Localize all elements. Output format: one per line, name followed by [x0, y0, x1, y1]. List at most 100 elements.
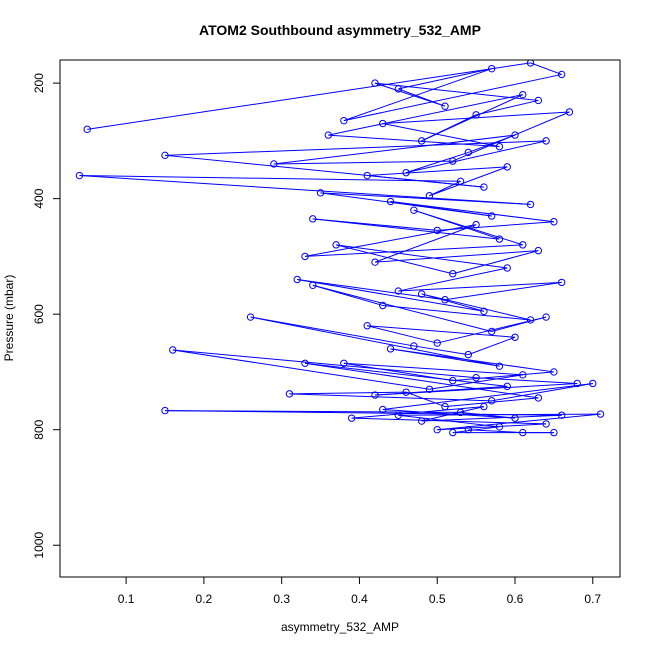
series-segment [304, 362, 539, 399]
x-axis: 0.1 0.2 0.3 0.4 0.5 0.6 0.7 [118, 576, 601, 606]
series-segment [405, 151, 469, 174]
data-point [542, 137, 550, 145]
series-segment [172, 349, 477, 379]
series-segment [421, 293, 531, 321]
data-point [487, 212, 496, 220]
y-tick-label: 800 [32, 419, 46, 439]
series-segment [343, 362, 523, 376]
data-point [480, 183, 488, 191]
data-point [340, 116, 348, 125]
data-point [487, 64, 496, 73]
data-point [371, 258, 379, 266]
series-segment [312, 284, 492, 332]
data-point [534, 394, 543, 402]
data-point [495, 142, 504, 151]
data-point [449, 157, 457, 165]
data-point [394, 287, 403, 295]
data-point [557, 70, 566, 79]
y-tick-label: 1000 [32, 532, 46, 559]
data-point [519, 371, 527, 379]
series-segment [335, 244, 453, 275]
data-point [472, 220, 480, 229]
data-point [557, 278, 566, 287]
series-segment [413, 345, 469, 356]
data-point [316, 189, 325, 197]
series-segment [476, 377, 578, 384]
series-segment [312, 218, 500, 240]
data-point [480, 307, 488, 315]
data-point [301, 359, 309, 367]
data-point [417, 137, 426, 145]
data-point [449, 270, 457, 278]
series-segment [437, 413, 601, 431]
data-point [394, 85, 403, 93]
data-point [332, 241, 340, 249]
series-segment [374, 82, 446, 107]
data-point [511, 414, 519, 422]
data-point [402, 388, 410, 396]
data-point [464, 350, 473, 359]
data-point [550, 368, 558, 376]
series-segment [382, 123, 500, 148]
x-tick-label: 0.7 [584, 592, 601, 606]
series-segment [343, 68, 492, 122]
series-segment [374, 224, 477, 263]
data-point [425, 385, 434, 393]
series-segment [530, 62, 562, 75]
data-point [270, 160, 278, 168]
series-segment [304, 362, 508, 387]
chart-title: ATOM2 Southbound asymmetry_532_AMP [199, 22, 481, 38]
data-point [495, 362, 504, 370]
data-point [526, 316, 535, 324]
data-point [480, 402, 488, 411]
series-segment [328, 94, 523, 136]
data-point [456, 408, 465, 417]
series-segment [429, 166, 508, 197]
data-point [417, 290, 426, 298]
data-point [464, 425, 473, 434]
data-point [449, 428, 457, 437]
series-segment [172, 349, 430, 390]
series-segment [398, 413, 601, 416]
data-point [379, 119, 387, 128]
data-point [386, 345, 395, 353]
data-point [410, 342, 418, 350]
series-segment [390, 201, 554, 223]
series-segment [382, 305, 531, 321]
data-point [75, 171, 84, 180]
series-segment [398, 267, 508, 292]
data-point [425, 192, 434, 200]
series-segment [452, 250, 539, 275]
series-segment [374, 385, 508, 396]
series-segment [343, 73, 562, 122]
x-tick-label: 0.2 [196, 592, 213, 606]
x-axis-label: asymmetry_532_AMP [281, 620, 399, 634]
data-point [557, 411, 566, 419]
series-segment [320, 192, 531, 205]
data-point [542, 313, 550, 321]
series-segment [367, 175, 484, 188]
data-point [347, 414, 356, 422]
data-point [363, 322, 371, 330]
data-point [161, 406, 169, 415]
series-segment [468, 336, 516, 356]
data-point [441, 402, 449, 411]
series-segment [444, 397, 539, 408]
data-point [371, 79, 379, 87]
series-segment [304, 224, 477, 257]
x-tick-label: 0.6 [507, 592, 524, 606]
data-point [379, 405, 387, 414]
series-segment [273, 134, 516, 165]
data-point [565, 108, 574, 116]
data-point [433, 226, 441, 235]
data-point [573, 379, 581, 388]
series-segment [398, 414, 500, 428]
data-point [511, 131, 519, 139]
series-segment [164, 140, 547, 156]
data-point [464, 148, 473, 157]
data-point [449, 376, 457, 385]
data-point [293, 275, 301, 284]
data-point [550, 428, 558, 437]
series-segment [304, 244, 523, 257]
